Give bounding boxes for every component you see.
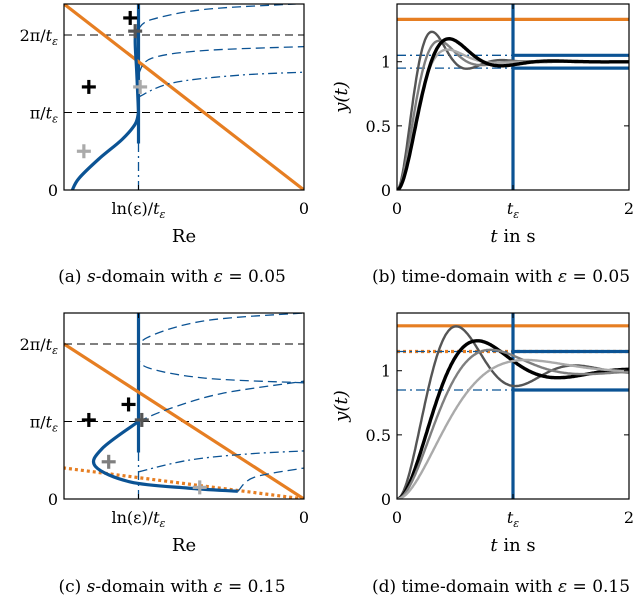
x-tick-label-0: ln(ε)/tε​ <box>112 508 166 530</box>
pole-marker-1 <box>81 412 96 427</box>
panel-c-s-domain: ln(ε)/tε​ 0 0 π/tε​ 2π/tε​ Re (c) s-domain wit… <box>20 312 309 597</box>
pole-marker-0 <box>121 397 136 412</box>
x-tick-label-0: 0 <box>392 508 402 527</box>
panel-a-s-domain: ln(ε)/tε​ 0 0 π/tε​ 2π/tε​ Re (a) s-domain wit… <box>20 3 309 287</box>
y-tick-label-0: 0 <box>48 181 58 200</box>
x-tick-label-1: tε​ <box>507 199 519 221</box>
y-tick-label-0: 0 <box>48 490 58 509</box>
x-tick-label-1: tε​ <box>507 508 519 530</box>
step-response-0 <box>397 325 629 499</box>
step-response-3 <box>397 358 629 499</box>
y-tick-label-1: 0.5 <box>366 117 391 136</box>
caption-d: (d) time-domain with ε = 0.15 <box>372 577 630 597</box>
pole-marker-2 <box>134 412 149 427</box>
pole-marker-3 <box>101 454 116 469</box>
step-response-3 <box>397 36 629 190</box>
series-boundary-curve-7 <box>137 352 304 384</box>
step-response-2 <box>397 348 629 499</box>
y-tick-label-1: 0.5 <box>366 426 391 445</box>
pole-marker-4 <box>192 480 207 495</box>
x-axis-label: Re <box>172 226 196 247</box>
x-tick-label-1: 0 <box>299 508 309 527</box>
y-axis-label: y(t) <box>331 390 352 422</box>
y-tick-label-2: 1 <box>381 362 391 381</box>
y-axis-label: y(t) <box>331 81 352 113</box>
plot-area <box>64 4 304 190</box>
series-boundary-curve-6 <box>138 71 304 98</box>
y-tick-label-2: 2π/tε​ <box>20 335 59 357</box>
x-tick-label-0: ln(ε)/tε​ <box>112 199 166 221</box>
axes-box <box>63 3 305 191</box>
caption-a: (a) s-domain with ε = 0.05 <box>58 267 286 287</box>
panel-d-time-domain: 0 tε​ 2 0 0.5 1 t in s y(t) (d) time-domain with… <box>331 312 634 597</box>
series-boundary-curve-7 <box>137 45 304 75</box>
series-damping-line-2 <box>64 342 304 499</box>
plot-area <box>64 313 304 499</box>
series-boundary-curve-8 <box>138 450 304 473</box>
x-axis-label: t in s <box>490 535 535 556</box>
pole-marker-0 <box>123 10 138 25</box>
x-tick-label-1: 0 <box>299 199 309 218</box>
x-axis-label: Re <box>172 535 196 556</box>
y-tick-label-2: 1 <box>381 53 391 72</box>
y-tick-label-2: 2π/tε​ <box>20 26 59 48</box>
x-tick-label-2: 2 <box>624 508 634 527</box>
x-tick-label-2: 2 <box>624 199 634 218</box>
plot-area <box>397 313 629 499</box>
y-tick-label-1: π/tε​ <box>30 413 58 435</box>
series-boundary-curve-5 <box>138 4 296 30</box>
pole-marker-2 <box>81 79 96 94</box>
series-boundary-curve-9 <box>237 467 304 492</box>
y-tick-label-0: 0 <box>381 490 391 509</box>
axes-box <box>63 312 305 500</box>
y-tick-label-1: π/tε​ <box>30 104 58 126</box>
plot-area <box>397 4 629 190</box>
y-tick-label-0: 0 <box>381 181 391 200</box>
series-damping-line-2 <box>64 4 304 190</box>
pole-marker-4 <box>76 144 91 159</box>
pole-marker-3 <box>133 79 148 94</box>
x-tick-label-0: 0 <box>392 199 402 218</box>
panel-b-time-domain: 0 tε​ 2 0 0.5 1 t in s y(t) (b) time-domain with… <box>331 3 634 287</box>
series-boundary-curve-3 <box>70 112 141 190</box>
series-boundary-curve-5 <box>138 380 304 423</box>
caption-b: (b) time-domain with ε = 0.05 <box>372 267 630 287</box>
x-axis-label: t in s <box>490 226 535 247</box>
caption-c: (c) s-domain with ε = 0.15 <box>58 577 285 597</box>
pole-marker-1 <box>128 24 143 39</box>
series-boundary-curve-6 <box>137 313 304 354</box>
series-damping-line-dotted-3 <box>64 466 304 499</box>
